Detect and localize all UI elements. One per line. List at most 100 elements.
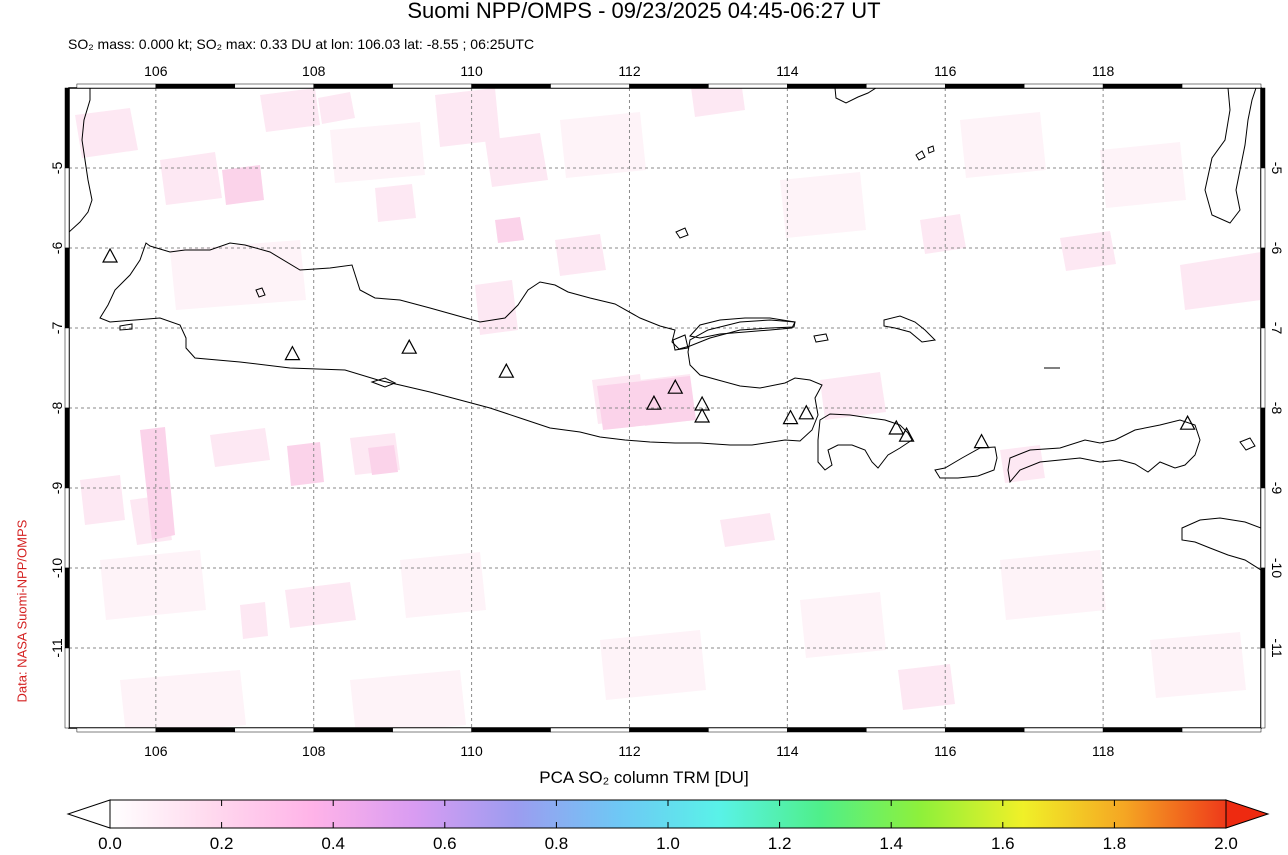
frame-bar-right [1260,407,1266,489]
lon-tick-labels-bottom: 106 108 110 112 114 116 118 [144,743,1114,759]
island-kangean [883,315,937,343]
triangle-icon [973,433,990,449]
lat-tick-labels-right: -5 -6 -7 -8 -9 -10 -11 [1269,162,1285,658]
frame-bar-top [392,83,472,89]
frame-bar-bottom [708,727,788,733]
island-small-7 [672,334,689,351]
lat-tick-label-left: -8 [49,402,65,415]
lon-tick-label: 118 [1092,743,1115,759]
frame-bar-right [1260,487,1266,569]
map-frame-bars [64,83,1266,733]
triangle-icon [898,426,915,442]
frame-bar-top [629,83,709,89]
frame-bar-bottom [944,727,1025,733]
so2-retrieval-pixels [69,88,1261,728]
lon-tick-label: 108 [302,743,326,759]
triangle-icon [102,247,119,263]
frame-bar-top [866,83,946,89]
lon-tick-label: 116 [934,743,957,759]
frame-bar-bottom [866,727,946,733]
frame-bar-top [787,83,867,89]
colorbar-tick-label: 0.6 [432,834,457,853]
colorbar-tick-label: 0.2 [209,834,234,853]
lon-tick-label: 112 [618,743,641,759]
lon-tick-labels-top: 106 108 110 112 114 116 118 [144,63,1114,79]
triangle-icon [798,404,815,420]
frame-bar-bottom [1023,727,1104,733]
colorbar-tick-label: 0.8 [544,834,569,853]
colorbar-tick-label: 1.2 [767,834,792,853]
sumba-coastline [1181,517,1261,571]
triangle-icon [1179,414,1196,430]
chart-subtitle: SO₂ mass: 0.000 kt; SO₂ max: 0.33 DU at … [68,36,535,52]
frame-bar-bottom [1181,727,1262,733]
frame-bar-top [708,83,788,89]
lat-tick-labels-left: -5 -6 -7 -8 -9 -10 -11 [49,162,65,658]
colorbar-tick-label: 1.8 [1102,834,1127,853]
colorbar-tick-label: 2.0 [1214,834,1238,853]
sulawesi-coastline [1204,88,1257,224]
frame-bar-top [313,83,393,89]
frame-bar-top [1023,83,1104,89]
island-small-2 [927,145,935,154]
colorbar-title: PCA SO₂ column TRM [DU] [539,768,749,787]
triangle-icon [401,338,418,354]
lon-tick-label: 112 [618,63,641,79]
colorbar-tick-label: 1.0 [656,834,680,853]
island-small-5 [1239,437,1256,451]
frame-bar-top [234,83,314,89]
lon-tick-label: 106 [144,743,168,759]
lon-tick-label: 118 [1092,63,1115,79]
island-small-4 [119,323,133,331]
java-coastline [99,242,823,446]
frame-bar-bottom [787,727,867,733]
lon-tick-label: 116 [934,63,957,79]
frame-bar-top [944,83,1025,89]
sumatra-coastline [69,88,93,233]
island-small-3 [255,287,266,298]
frame-bar-top [1102,83,1183,89]
frame-bar-bottom [76,727,157,733]
lon-tick-label: 106 [144,63,168,79]
frame-bar-right [1260,647,1266,729]
frame-bar-bottom [313,727,393,733]
map-gridlines [69,88,1261,728]
frame-bar-bottom [629,727,709,733]
madura-coastline [689,317,796,339]
frame-bar-bottom [550,727,630,733]
colorbar-tick-label: 1.4 [879,834,904,853]
triangle-icon [667,378,684,394]
lat-tick-label-left: -7 [49,322,65,335]
island-karimunjawa [675,227,689,239]
lon-tick-label: 114 [776,743,799,759]
frame-bar-bottom [155,727,236,733]
lat-tick-label-right: -8 [1269,402,1285,415]
triangle-icon [694,407,711,423]
lat-tick-label-left: -11 [49,638,65,657]
frame-bar-top [1181,83,1262,89]
lombok-coastline [934,446,998,479]
lat-tick-label-right: -10 [1269,558,1285,578]
frame-bar-bottom [392,727,472,733]
frame-bar-right [1260,87,1266,169]
lat-tick-label-left: -10 [49,558,65,578]
frame-bar-left [64,647,70,729]
frame-bar-bottom [1102,727,1183,733]
frame-bar-right [1260,327,1266,409]
lon-tick-label: 114 [776,63,799,79]
island-small-1 [915,150,926,161]
triangle-icon [498,362,515,378]
sumbawa-coastline [1007,419,1201,484]
frame-bar-left [64,327,70,409]
triangle-icon [284,345,301,361]
island-sapudi [813,333,829,343]
lat-tick-label-left: -9 [49,482,65,495]
frame-bar-left [64,87,70,169]
nusa-kambangan-coastline [370,377,397,388]
frame-bar-left [64,167,70,249]
volcano-markers [102,247,1196,449]
bali-coastline [817,413,913,471]
lon-tick-label: 108 [302,63,326,79]
frame-bar-top [155,83,236,89]
